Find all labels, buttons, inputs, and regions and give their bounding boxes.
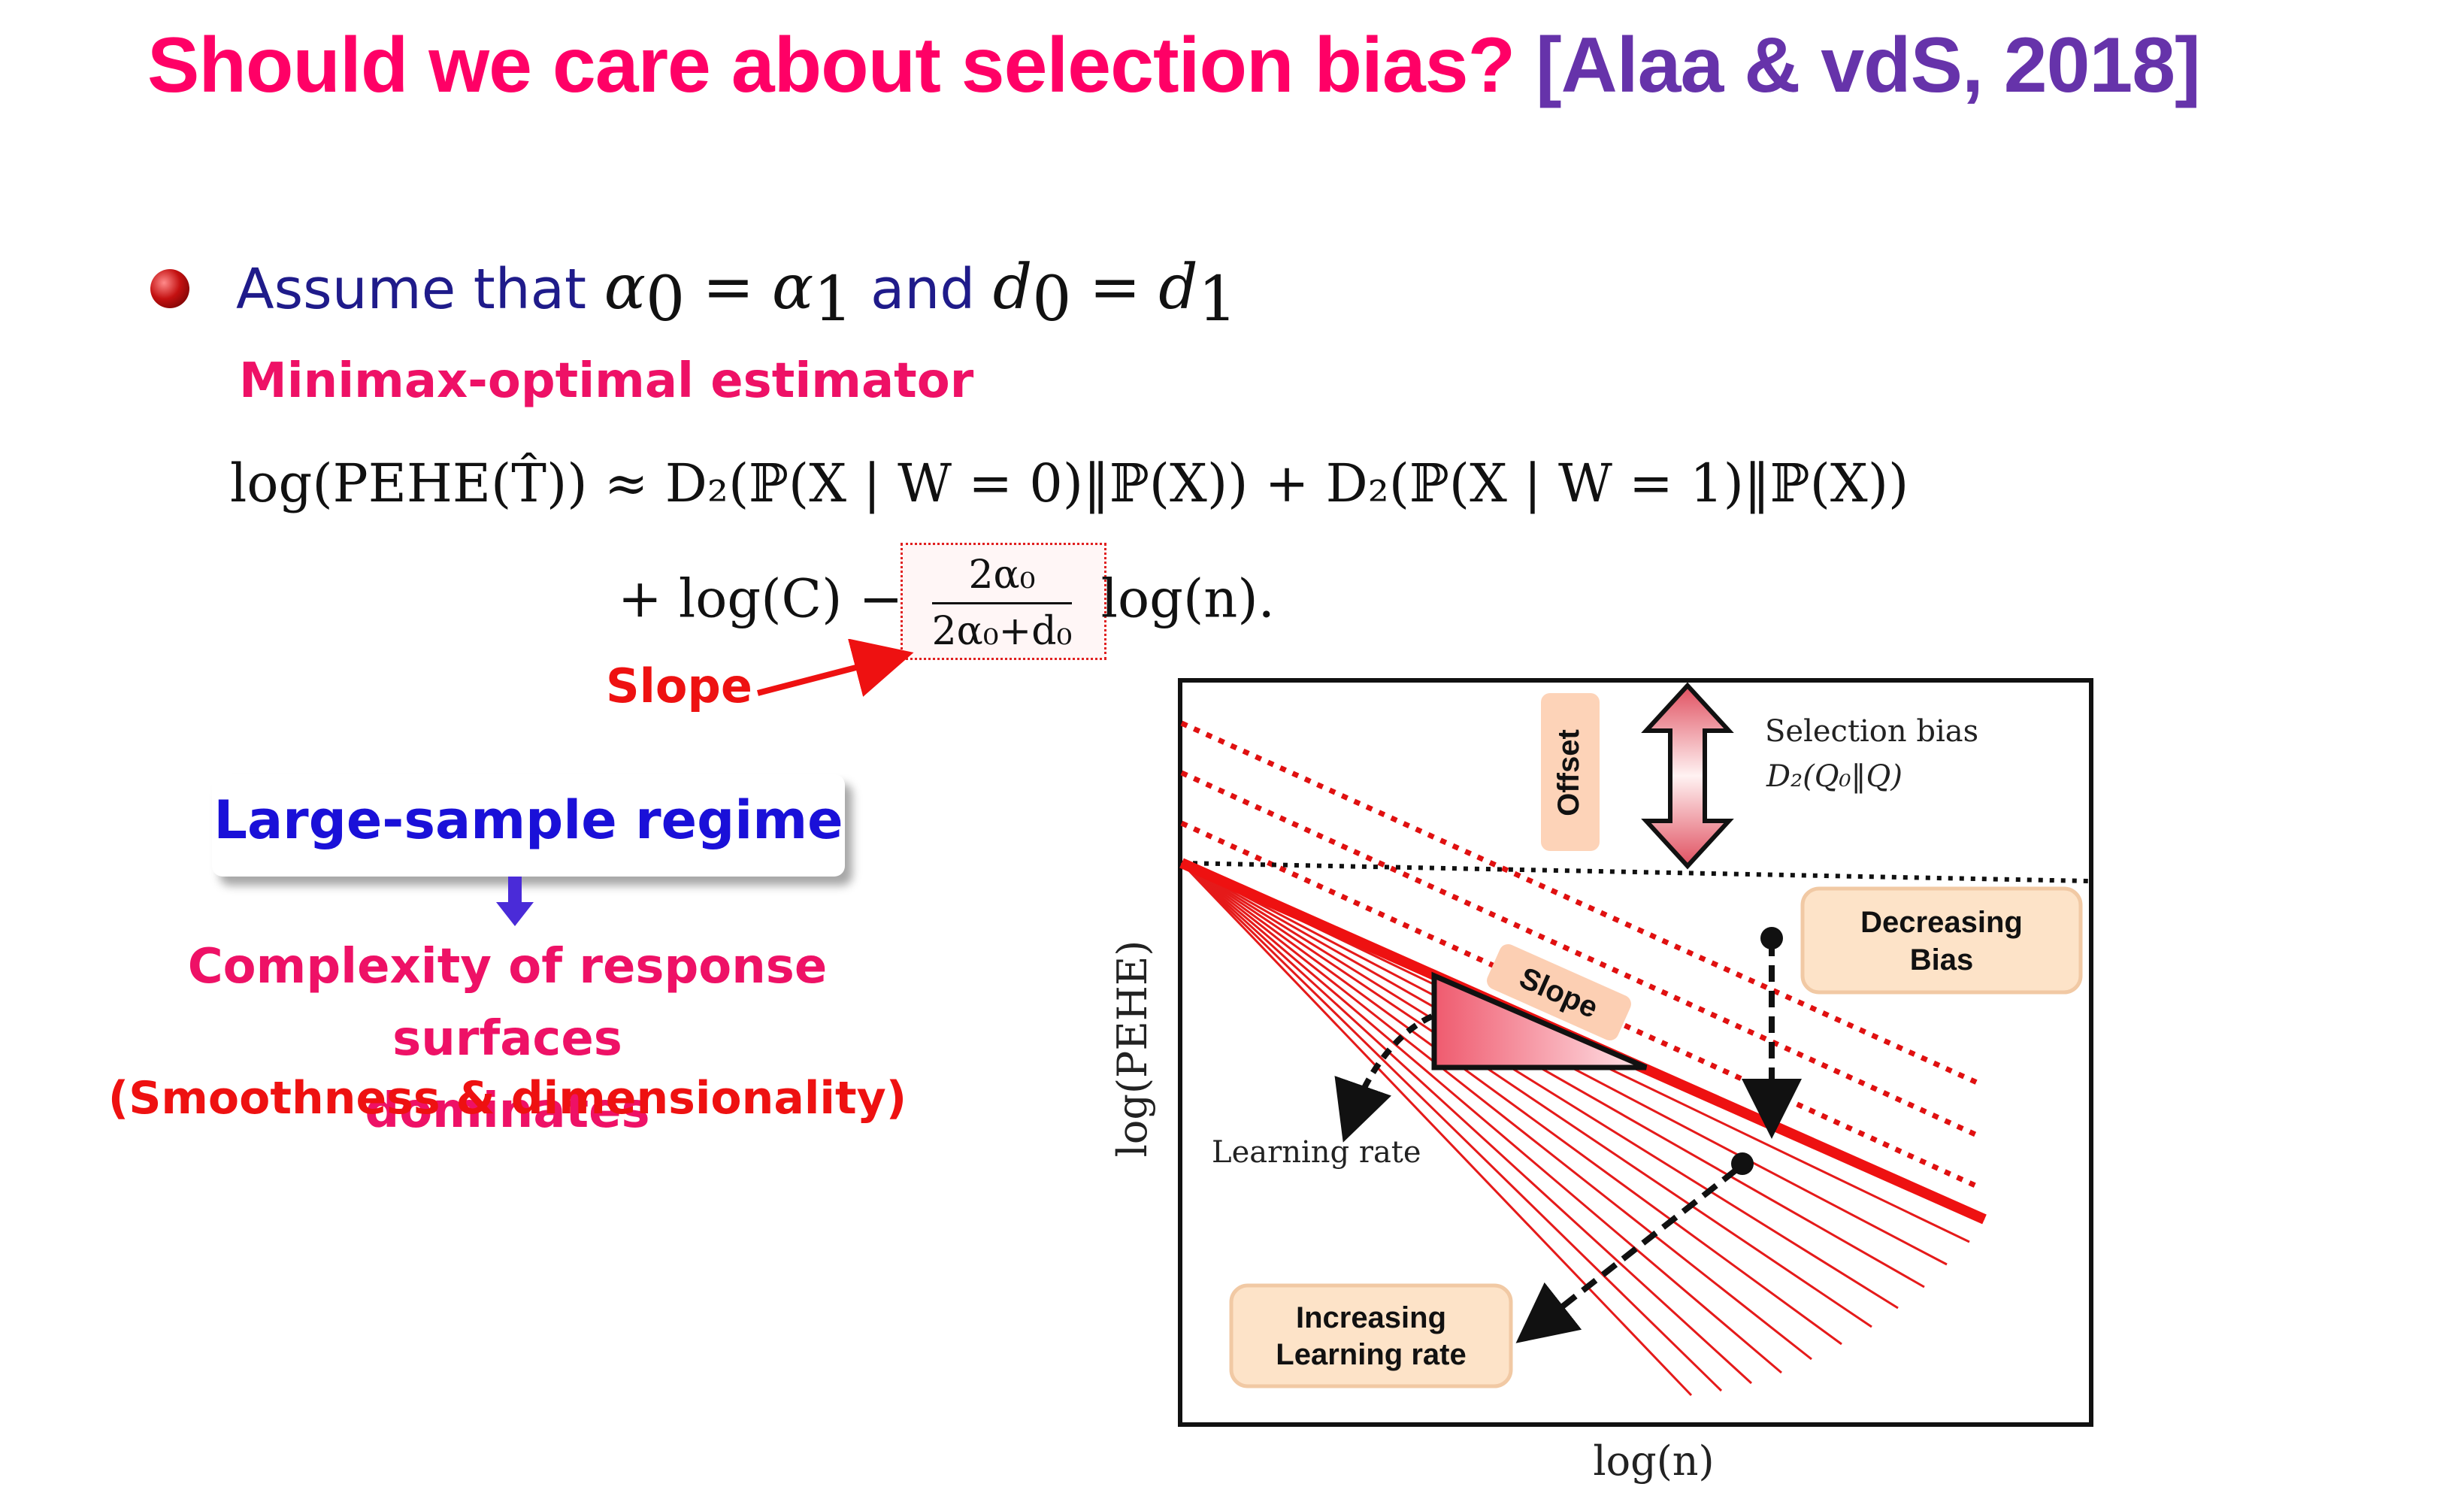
d-symbol: d (992, 252, 1033, 323)
y-axis-label: log(PEHE) (1112, 940, 1156, 1158)
smoothness-note: (Smoothness & dimensionality) (107, 1072, 907, 1125)
alpha-symbol: α (604, 252, 646, 323)
decreasing-bias-line-1: Decreasing (1860, 906, 2023, 939)
subscript-zero: 0 (645, 263, 686, 335)
regime-label: Large-sample regime (213, 789, 843, 851)
slope-arrow-icon (756, 639, 914, 697)
bias-arrow-start-dot (1760, 927, 1783, 949)
decreasing-bias-box (1800, 886, 2083, 995)
alpha-symbol-2: α (771, 252, 814, 323)
learning-curve-figure: Offset Selection bias D₂(Q₀‖Q) Decreasin… (1112, 678, 2093, 1485)
slide-title: Should we care about selection bias? [Al… (147, 21, 2201, 111)
selection-bias-double-arrow-icon (1641, 682, 1734, 870)
equation-line-1: log(PEHE(T̂)) ≈ D₂(ℙ(X | W = 0)‖ℙ(X)) + … (230, 453, 1909, 514)
fraction-numerator: 2α₀ (931, 553, 1073, 604)
complexity-line-2: dominates (365, 1083, 650, 1139)
bullet-icon (150, 269, 189, 308)
fan-line-10 (1180, 862, 1753, 1385)
lr-arrow-start-dot (1731, 1152, 1754, 1175)
fan-line-9 (1181, 862, 1782, 1374)
x-axis-label: log(n) (1593, 1437, 1714, 1485)
increasing-lr-line-2: Learning rate (1276, 1338, 1466, 1371)
slope-label: Slope (606, 659, 752, 713)
and-word: and (870, 257, 976, 322)
learning-rate-label: Learning rate (1212, 1135, 1421, 1170)
offset-line-1 (1180, 720, 1978, 1086)
offset-line-2 (1180, 770, 1978, 1138)
increasing-lr-box (1229, 1283, 1513, 1388)
down-arrow-icon (496, 877, 534, 926)
increasing-lr-line-1: Increasing (1296, 1301, 1446, 1334)
increasing-lr-arrow-icon (1515, 1167, 1739, 1343)
slope-tag-box (1487, 943, 1631, 1041)
assume-prefix: Assume that (236, 257, 587, 322)
fan-line-7 (1181, 862, 1842, 1346)
fan-line-4 (1181, 862, 1925, 1288)
offset-label: Offset (1552, 729, 1585, 816)
fan-line-8 (1181, 862, 1812, 1361)
title-question: Should we care about selection bias? (147, 22, 1515, 109)
estimator-subtitle: Minimax-optimal estimator (239, 353, 974, 409)
d-symbol-2: d (1158, 252, 1198, 323)
equals-sign-2: = (1088, 252, 1141, 323)
slope-highlight-box (901, 543, 1106, 660)
equation-line-2-start: + log(C) − (618, 568, 904, 630)
subscript-one: 1 (813, 263, 853, 335)
subscript-zero-2: 0 (1032, 263, 1072, 335)
equation-line-2: + log(C) − 2α₀ 2α₀+d₀ log(n). (618, 553, 1275, 654)
learning-rate-arrow-icon (1334, 1013, 1433, 1143)
complexity-line-1: Complexity of response surfaces (187, 939, 828, 1067)
subscript-one-2: 1 (1197, 263, 1237, 335)
selection-bias-formula: D₂(Q₀‖Q) (1766, 759, 1902, 794)
equals-sign: = (702, 252, 755, 323)
equation-line-2-end: log(n). (1100, 568, 1275, 630)
assumption-line: Assume that α0 = α1 and d0 = d1 (236, 252, 1237, 335)
fraction-denominator: 2α₀+d₀ (931, 609, 1073, 654)
fan-line-11 (1180, 862, 1723, 1392)
complexity-text: Complexity of response surfaces dominate… (83, 931, 932, 1147)
slope-triangle (1431, 971, 1648, 1070)
regime-box (212, 774, 845, 877)
fan-line-6 (1181, 862, 1872, 1328)
selection-bias-label: Selection bias (1765, 714, 1978, 749)
fan-line-5 (1181, 862, 1899, 1310)
fan-line-12 (1180, 862, 1693, 1397)
title-citation: [Alaa & vdS, 2018] (1536, 22, 2201, 109)
baseline-dotted-line (1181, 861, 2090, 883)
decreasing-bias-line-2: Bias (1910, 943, 1974, 977)
offset-label-box (1541, 693, 1600, 851)
slope-fraction: 2α₀ 2α₀+d₀ (931, 553, 1073, 654)
